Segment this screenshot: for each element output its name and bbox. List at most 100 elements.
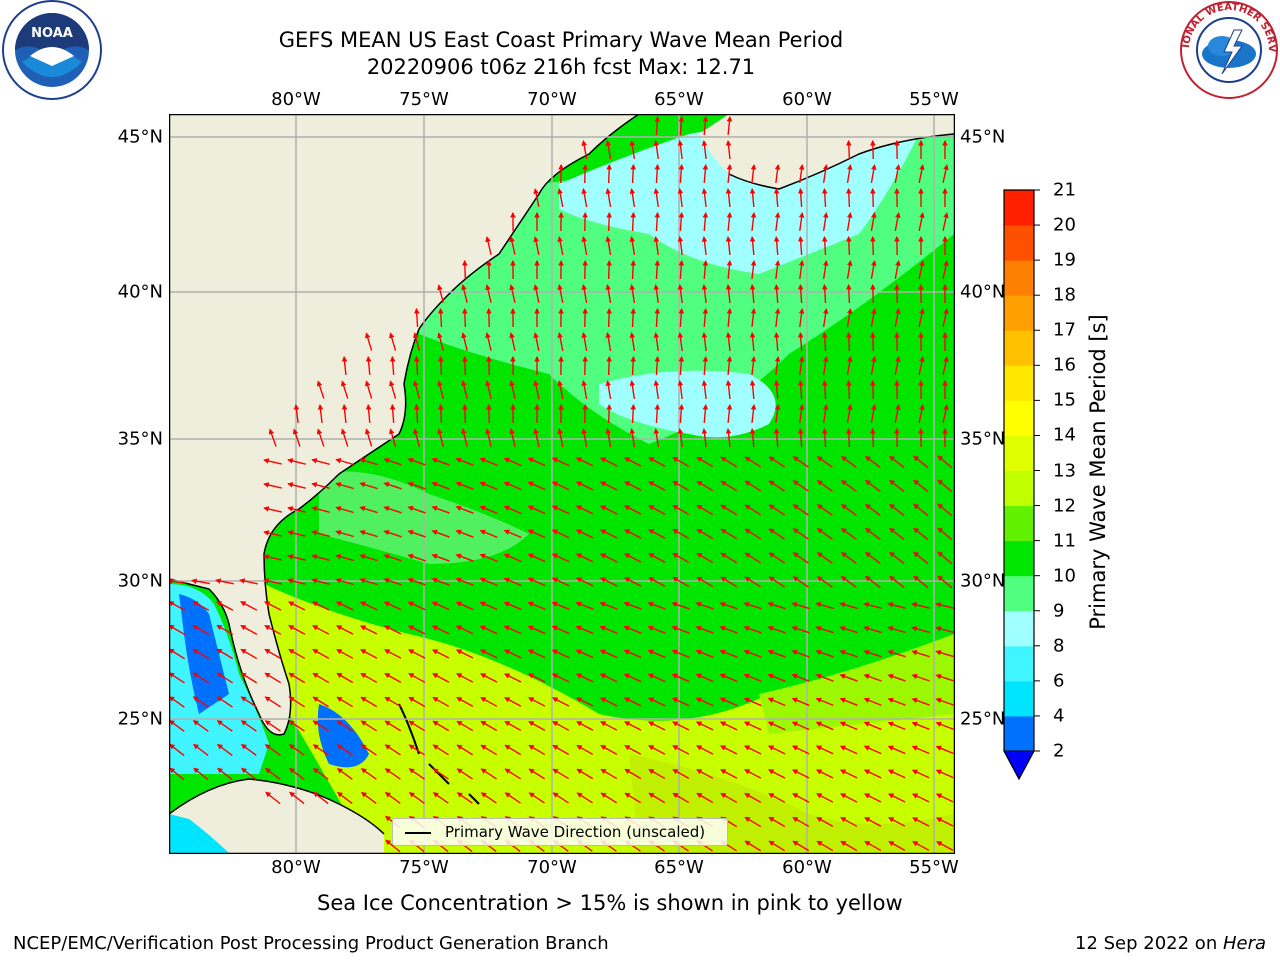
wave-arrow — [821, 283, 828, 304]
wave-arrow — [750, 403, 757, 424]
wave-arrow — [773, 331, 780, 352]
wave-arrow — [750, 211, 757, 232]
wave-arrow — [654, 163, 661, 184]
wave-arrow — [918, 260, 925, 279]
wave-arrow — [846, 404, 853, 423]
wave-arrow — [822, 163, 829, 184]
wave-arrow — [701, 187, 708, 208]
wave-arrow — [822, 307, 829, 328]
wave-arrow — [479, 529, 498, 538]
wave-arrow — [815, 625, 834, 634]
wave-arrow — [217, 767, 233, 781]
wave-arrow — [701, 331, 708, 352]
wave-arrow — [408, 649, 426, 659]
wave-arrow — [408, 744, 425, 756]
wave-arrow — [822, 355, 829, 376]
wave-arrow — [575, 553, 594, 563]
wave-arrow — [576, 792, 593, 804]
wave-arrow — [725, 379, 732, 400]
wave-arrow — [839, 625, 858, 634]
wave-arrow — [312, 768, 329, 780]
wave-arrow — [726, 115, 733, 136]
wave-arrow — [725, 331, 732, 352]
wave-arrow — [864, 551, 881, 564]
colorbar-tick-label: 11 — [1053, 530, 1076, 552]
wave-arrow — [479, 481, 498, 490]
wave-arrow — [360, 744, 377, 756]
wave-arrow — [169, 648, 186, 660]
colorbar-segment — [1004, 365, 1034, 401]
wave-arrow — [744, 552, 761, 564]
wave-arrow — [216, 601, 234, 611]
colorbar-segment — [1004, 540, 1034, 577]
cuba-landmass — [169, 779, 384, 853]
wave-arrow — [792, 816, 810, 828]
wave-arrow — [263, 482, 282, 489]
wave-arrow — [581, 140, 588, 159]
wave-arrow — [743, 625, 762, 634]
wave-arrow — [894, 212, 901, 231]
wave-arrow — [552, 792, 569, 804]
wave-arrow — [359, 601, 378, 611]
wave-arrow — [911, 673, 930, 682]
wave-arrow — [316, 428, 325, 447]
wave-arrow — [768, 480, 785, 492]
wave-arrow — [287, 482, 306, 489]
wave-arrow — [749, 283, 756, 304]
wave-arrow — [288, 672, 306, 684]
wave-arrow — [678, 163, 685, 184]
wave-arrow — [527, 577, 546, 587]
wave-arrow — [455, 481, 474, 490]
wave-arrow — [839, 745, 858, 755]
wave-arrow — [360, 720, 377, 732]
wave-arrow — [432, 792, 449, 804]
wave-arrow — [870, 308, 877, 327]
wave-arrow — [504, 744, 522, 756]
wave-arrow — [677, 427, 684, 448]
wave-arrow — [671, 673, 690, 683]
wave-arrow — [240, 625, 258, 635]
wave-arrow — [504, 697, 522, 707]
wave-arrow — [557, 428, 564, 447]
wave-arrow — [431, 577, 450, 586]
wave-arrow — [678, 403, 685, 424]
wave-arrow — [648, 577, 666, 587]
wave-arrow — [677, 283, 684, 304]
wave-arrow — [654, 403, 661, 424]
nws-logo: NATIONAL WEATHER SERVICE — [1178, 0, 1278, 99]
wave-arrow — [503, 673, 522, 683]
colorbar-tick-label: 17 — [1053, 319, 1076, 341]
wave-arrow — [527, 649, 546, 659]
wave-arrow — [624, 457, 642, 467]
wave-arrow — [624, 745, 642, 755]
wave-arrow — [335, 530, 354, 538]
wave-arrow — [840, 817, 858, 827]
wave-arrow — [702, 115, 709, 136]
wave-arrow — [624, 721, 642, 731]
wave-arrow — [264, 672, 282, 684]
wave-arrow — [894, 404, 901, 423]
wave-arrow — [797, 283, 804, 304]
wave-arrow — [846, 164, 853, 183]
wave-arrow — [798, 355, 805, 376]
wave-arrow — [630, 355, 637, 376]
wave-arrow — [336, 744, 353, 756]
wave-arrow — [701, 379, 708, 400]
wave-arrow — [557, 236, 564, 255]
wave-arrow — [743, 745, 762, 755]
colorbar-tick-label: 18 — [1053, 284, 1076, 306]
footer-date-text: 12 Sep 2022 on — [1075, 933, 1223, 954]
wave-arrow — [533, 332, 540, 351]
wave-arrow — [485, 428, 492, 447]
wave-arrow — [575, 481, 594, 491]
wave-arrow — [671, 649, 690, 659]
colorbar-segment — [1004, 645, 1034, 682]
wave-arrow — [313, 791, 329, 805]
wave-arrow — [720, 528, 738, 540]
wave-arrow — [312, 696, 330, 708]
wave-arrow — [864, 527, 881, 540]
wave-arrow — [288, 648, 306, 660]
wave-arrow — [509, 380, 516, 399]
wave-arrow — [864, 575, 881, 588]
wave-arrow — [485, 284, 492, 303]
